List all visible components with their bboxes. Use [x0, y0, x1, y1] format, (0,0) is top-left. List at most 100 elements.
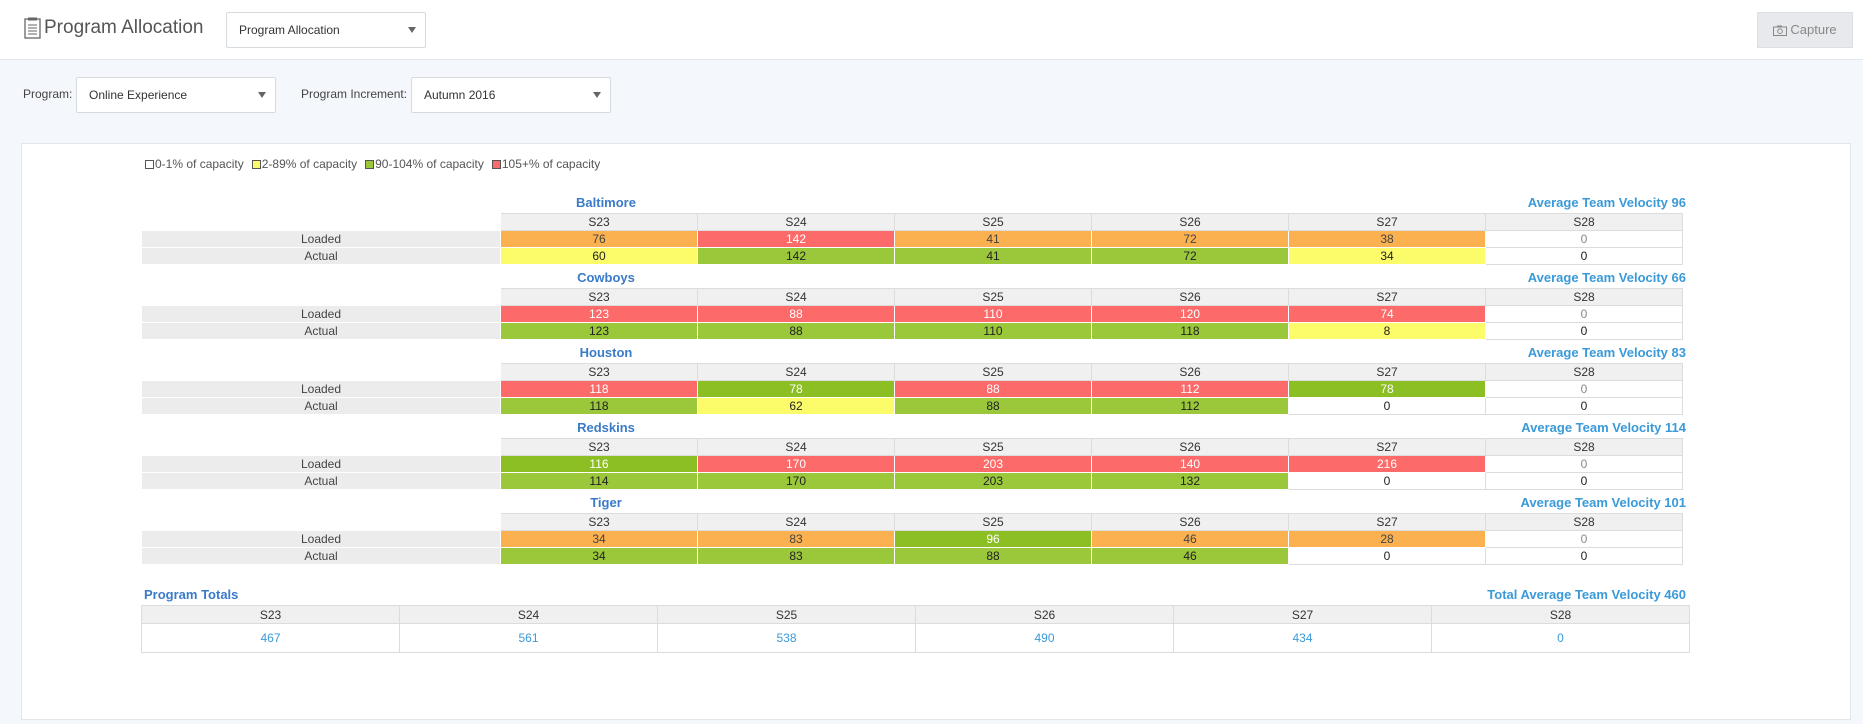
total-value[interactable]: 434 — [1173, 623, 1432, 653]
team-velocity: Average Team Velocity 66 — [1527, 270, 1686, 285]
loaded-cell[interactable]: 112 — [1091, 380, 1289, 398]
loaded-cell[interactable]: 78 — [697, 380, 895, 398]
loaded-cell[interactable]: 142 — [697, 230, 895, 248]
actual-cell[interactable]: 132 — [1091, 472, 1289, 490]
actual-cell[interactable]: 88 — [894, 397, 1092, 415]
actual-cell[interactable]: 112 — [1091, 397, 1289, 415]
legend-swatch — [365, 159, 375, 169]
actual-cell[interactable]: 34 — [500, 547, 698, 565]
sprint-header: S24 — [697, 288, 895, 306]
actual-cell[interactable]: 203 — [894, 472, 1092, 490]
loaded-cell[interactable]: 0 — [1485, 230, 1683, 248]
actual-cell[interactable]: 34 — [1288, 247, 1486, 265]
total-value[interactable]: 0 — [1431, 623, 1690, 653]
loaded-row-label: Loaded — [141, 530, 501, 548]
legend-item: 0-1% of capacity — [145, 157, 244, 171]
loaded-row-label: Loaded — [141, 230, 501, 248]
loaded-cell[interactable]: 216 — [1288, 455, 1486, 473]
actual-cell[interactable]: 0 — [1485, 247, 1683, 265]
actual-cell[interactable]: 83 — [697, 547, 895, 565]
camera-icon — [1773, 25, 1788, 36]
loaded-cell[interactable]: 78 — [1288, 380, 1486, 398]
sprint-header: S24 — [697, 363, 895, 381]
total-velocity: Total Average Team Velocity 460 — [1487, 587, 1686, 602]
actual-cell[interactable]: 88 — [697, 322, 895, 340]
sprint-header: S28 — [1485, 438, 1683, 456]
sprint-header: S27 — [1288, 513, 1486, 531]
actual-cell[interactable]: 110 — [894, 322, 1092, 340]
team-velocity: Average Team Velocity 101 — [1520, 495, 1686, 510]
loaded-cell[interactable]: 120 — [1091, 305, 1289, 323]
program-increment-select[interactable]: Autumn 2016 — [411, 77, 611, 113]
actual-cell[interactable]: 0 — [1288, 547, 1486, 565]
loaded-cell[interactable]: 88 — [894, 380, 1092, 398]
team-velocity: Average Team Velocity 114 — [1521, 420, 1686, 435]
view-select[interactable]: Program Allocation — [226, 12, 426, 48]
loaded-cell[interactable]: 140 — [1091, 455, 1289, 473]
sprint-header: S28 — [1485, 363, 1683, 381]
loaded-cell[interactable]: 203 — [894, 455, 1092, 473]
program-totals-table: S23 S24 S25 S26 S27 S28 467 561 538 490 … — [141, 605, 1690, 653]
loaded-cell[interactable]: 0 — [1485, 455, 1683, 473]
loaded-cell[interactable]: 41 — [894, 230, 1092, 248]
sprint-header: S24 — [697, 213, 895, 231]
loaded-cell[interactable]: 96 — [894, 530, 1092, 548]
header-spacer — [142, 439, 501, 456]
loaded-cell[interactable]: 118 — [500, 380, 698, 398]
actual-cell[interactable]: 0 — [1485, 547, 1683, 565]
actual-cell[interactable]: 0 — [1288, 472, 1486, 490]
actual-cell[interactable]: 0 — [1485, 397, 1683, 415]
actual-cell[interactable]: 72 — [1091, 247, 1289, 265]
loaded-cell[interactable]: 116 — [500, 455, 698, 473]
actual-cell[interactable]: 60 — [500, 247, 698, 265]
loaded-cell[interactable]: 0 — [1485, 530, 1683, 548]
sprint-header: S28 — [1485, 288, 1683, 306]
loaded-cell[interactable]: 38 — [1288, 230, 1486, 248]
program-select-value: Online Experience — [89, 88, 188, 102]
actual-row-label: Actual — [141, 247, 501, 265]
actual-cell[interactable]: 0 — [1288, 397, 1486, 415]
total-value[interactable]: 538 — [657, 623, 916, 653]
actual-cell[interactable]: 118 — [500, 397, 698, 415]
actual-cell[interactable]: 46 — [1091, 547, 1289, 565]
program-increment-value: Autumn 2016 — [424, 88, 496, 102]
loaded-cell[interactable]: 76 — [500, 230, 698, 248]
actual-cell[interactable]: 0 — [1485, 322, 1683, 340]
actual-cell[interactable]: 8 — [1288, 322, 1486, 340]
loaded-cell[interactable]: 123 — [500, 305, 698, 323]
team-table: S23 S24 S25 S26 S27 S28 Loaded 76 142 41 72 38 0 Actu… — [141, 213, 1683, 265]
capture-button[interactable]: Capture — [1757, 12, 1853, 48]
sprint-header: S28 — [1485, 513, 1683, 531]
loaded-cell[interactable]: 88 — [697, 305, 895, 323]
actual-cell[interactable]: 0 — [1485, 472, 1683, 490]
loaded-cell[interactable]: 72 — [1091, 230, 1289, 248]
loaded-cell[interactable]: 46 — [1091, 530, 1289, 548]
total-value[interactable]: 561 — [399, 623, 658, 653]
loaded-cell[interactable]: 110 — [894, 305, 1092, 323]
chevron-down-icon — [593, 92, 601, 98]
loaded-cell[interactable]: 83 — [697, 530, 895, 548]
sprint-header: S23 — [500, 363, 698, 381]
actual-cell[interactable]: 88 — [894, 547, 1092, 565]
loaded-cell[interactable]: 28 — [1288, 530, 1486, 548]
loaded-cell[interactable]: 170 — [697, 455, 895, 473]
sprint-header: S27 — [1288, 288, 1486, 306]
actual-cell[interactable]: 170 — [697, 472, 895, 490]
sprint-header: S23 — [500, 213, 698, 231]
loaded-cell[interactable]: 0 — [1485, 380, 1683, 398]
legend-swatch — [251, 159, 261, 169]
loaded-cell[interactable]: 34 — [500, 530, 698, 548]
actual-cell[interactable]: 114 — [500, 472, 698, 490]
total-value[interactable]: 467 — [141, 623, 400, 653]
loaded-cell[interactable]: 74 — [1288, 305, 1486, 323]
actual-cell[interactable]: 118 — [1091, 322, 1289, 340]
top-bar: Program Allocation Program Allocation Ca… — [0, 0, 1863, 60]
actual-cell[interactable]: 41 — [894, 247, 1092, 265]
actual-cell[interactable]: 123 — [500, 322, 698, 340]
actual-cell[interactable]: 142 — [697, 247, 895, 265]
total-value[interactable]: 490 — [915, 623, 1174, 653]
loaded-cell[interactable]: 0 — [1485, 305, 1683, 323]
actual-cell[interactable]: 62 — [697, 397, 895, 415]
sprint-header: S28 — [1431, 605, 1690, 624]
program-select[interactable]: Online Experience — [76, 77, 276, 113]
